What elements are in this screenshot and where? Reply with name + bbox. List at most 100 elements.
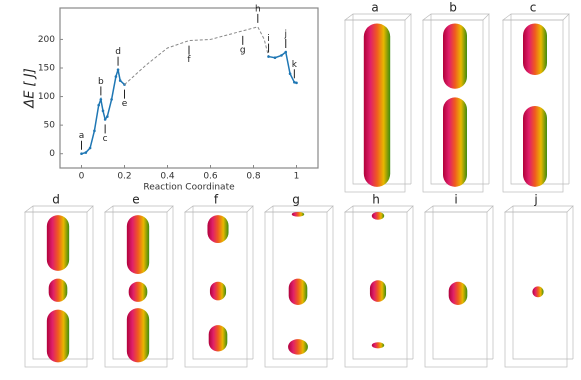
annotation-label: h: [255, 4, 261, 14]
panel-label: a: [371, 1, 378, 15]
droplet: [46, 215, 70, 271]
droplet: [363, 23, 391, 187]
droplet: [291, 212, 305, 217]
panel-box-front: [184, 211, 248, 368]
y-tick-label: 0: [49, 149, 55, 159]
annotation-label: d: [115, 47, 121, 57]
x-tick-label: 0: [79, 172, 85, 182]
series-line: [124, 26, 270, 85]
x-tick-label: 0.2: [117, 172, 131, 182]
droplet: [443, 23, 467, 89]
annotation-label: i: [267, 34, 270, 44]
data-point: [88, 146, 92, 150]
panel: c: [501, 1, 570, 193]
droplet: [523, 23, 547, 76]
data-point: [284, 50, 288, 54]
data-point: [110, 98, 113, 101]
droplet: [532, 286, 544, 298]
droplet: [128, 281, 148, 302]
panel-box-front: [24, 211, 88, 368]
panel: g: [263, 193, 334, 368]
x-tick-label: 0.6: [203, 172, 218, 182]
data-point: [293, 80, 296, 84]
droplet: [443, 97, 467, 187]
panel-label: g: [292, 193, 300, 207]
panel-label: h: [372, 193, 380, 207]
annotation-label: a: [79, 131, 85, 141]
panel-label: j: [533, 193, 537, 207]
annotation-label: j: [283, 30, 287, 40]
droplet: [371, 342, 385, 349]
panel: d: [23, 193, 94, 368]
data-point: [273, 56, 277, 60]
panel-box-front: [502, 19, 564, 193]
panel-box-front: [344, 211, 408, 368]
annotation-label: c: [103, 134, 108, 144]
data-point: [99, 98, 103, 101]
data-point: [267, 55, 270, 58]
data-point: [103, 118, 107, 121]
droplet: [207, 215, 229, 243]
data-point: [80, 152, 83, 156]
data-point: [93, 129, 96, 133]
droplet: [369, 280, 387, 302]
y-tick-label: 200: [38, 35, 55, 45]
panel-label: i: [454, 193, 457, 207]
y-axis-label: ΔE [ J]: [23, 68, 38, 108]
x-tick-label: 0.4: [160, 172, 175, 182]
droplet: [288, 278, 308, 305]
droplet: [371, 212, 385, 220]
panel-box-front: [504, 211, 568, 368]
annotation-label: k: [292, 60, 298, 70]
panel: i: [423, 193, 494, 368]
annotation-label: e: [122, 99, 128, 109]
panel-box: [503, 205, 574, 360]
y-tick-label: 100: [38, 92, 55, 102]
data-point: [295, 81, 298, 85]
droplet: [209, 281, 227, 301]
x-tick-label: 1: [294, 172, 300, 182]
annotation-label: g: [240, 45, 246, 55]
droplet: [126, 215, 150, 274]
panel-label: c: [530, 1, 537, 15]
panel: j: [503, 193, 574, 368]
data-point: [97, 103, 100, 107]
droplet: [208, 325, 228, 352]
annotation-label: f: [187, 55, 191, 65]
droplet: [48, 278, 68, 302]
panel-box-front: [422, 19, 484, 193]
panel: h: [343, 193, 414, 368]
y-tick-label: 150: [38, 64, 55, 74]
panel-box-front: [344, 19, 406, 193]
panel-label: d: [52, 193, 60, 207]
data-point: [84, 151, 88, 154]
data-point: [116, 68, 120, 72]
panel-label: b: [449, 1, 457, 15]
panel: e: [103, 193, 174, 368]
data-point: [114, 75, 118, 78]
annotation-label: b: [98, 77, 104, 87]
y-tick-label: 50: [44, 121, 56, 131]
panel-box-front: [104, 211, 168, 368]
droplet: [46, 309, 70, 363]
data-point: [106, 115, 109, 118]
panel: a: [343, 1, 412, 193]
data-point: [101, 109, 105, 113]
panel: f: [183, 193, 254, 368]
droplet: [448, 281, 468, 305]
plot-frame: [59, 7, 319, 169]
x-axis-label: Reaction Coordinate: [143, 183, 235, 193]
panel: b: [421, 1, 490, 193]
x-tick-label: 0.8: [246, 172, 261, 182]
droplet: [523, 106, 547, 187]
data-point: [118, 79, 122, 82]
panel-label: f: [214, 193, 219, 207]
panel-box-front: [424, 211, 488, 368]
droplet: [126, 308, 150, 363]
panel-box-front: [264, 211, 328, 368]
data-point: [288, 72, 292, 76]
droplet: [288, 339, 308, 355]
panel-label: e: [132, 193, 139, 207]
data-point: [280, 54, 283, 57]
